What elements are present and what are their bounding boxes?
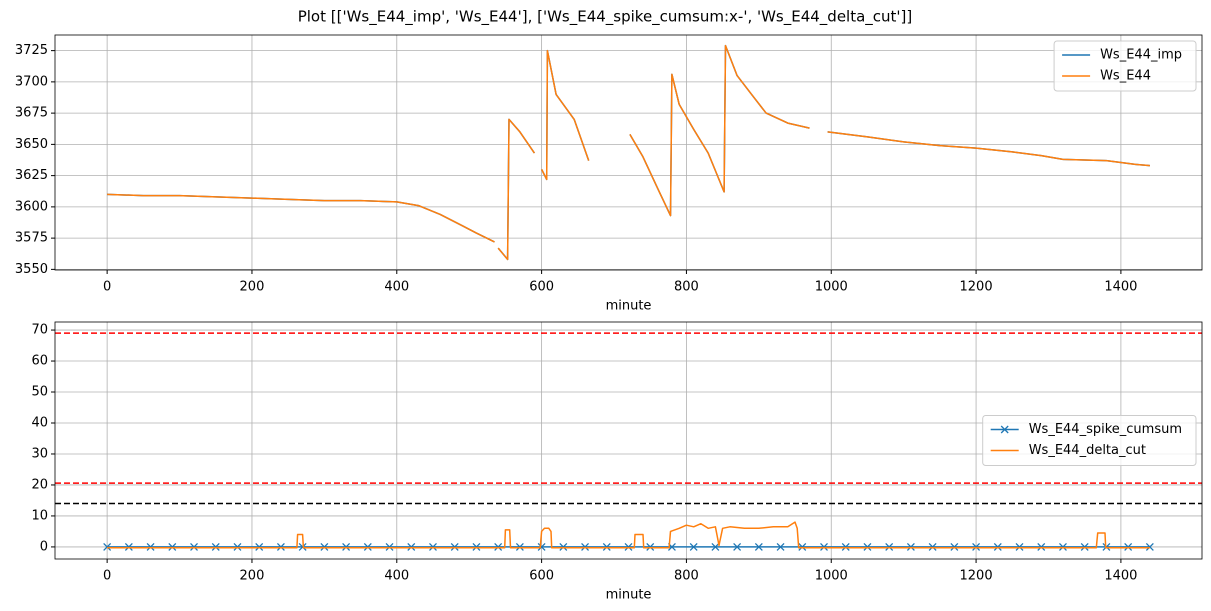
y-tick-label: 50 [31, 385, 48, 400]
point-marker [1015, 542, 1024, 551]
y-tick-label: 60 [31, 354, 48, 369]
point-marker [494, 542, 503, 551]
point-marker [190, 542, 198, 551]
y-tick-label: 0 [40, 539, 48, 554]
plot-frame [54, 34, 1203, 271]
point-marker [993, 542, 1002, 551]
x-tick-label: 600 [529, 280, 554, 295]
point-marker [429, 542, 437, 551]
x-tick-label: 600 [529, 569, 554, 584]
point-marker [168, 542, 177, 551]
y-tick-label: 40 [31, 415, 48, 430]
x-tick-label: 1400 [1104, 569, 1137, 584]
point-marker [624, 542, 633, 551]
point-marker [906, 542, 915, 551]
y-tick-label: 3600 [15, 199, 48, 214]
point-marker [537, 542, 546, 551]
y-tick-label: 3700 [15, 74, 48, 89]
point-marker [689, 542, 698, 551]
y-tick-label: 3650 [15, 137, 48, 152]
x-tick-label: 1200 [960, 280, 993, 295]
point-marker [146, 542, 155, 551]
legend-label: Ws_E44_spike_cumsum [1029, 422, 1182, 437]
point-marker [124, 542, 133, 551]
series-line [107, 44, 1150, 261]
x-tick-label: 400 [384, 569, 409, 584]
y-tick-label: 3625 [15, 168, 48, 183]
point-marker [233, 542, 242, 551]
legend-box [1053, 40, 1197, 92]
point-marker [276, 542, 285, 551]
y-tick-label: 10 [31, 508, 48, 523]
point-marker [515, 542, 524, 551]
legend-label: Ws_E44 [1100, 69, 1151, 84]
x-tick-label: 1400 [1104, 280, 1137, 295]
point-marker [450, 542, 459, 551]
y-tick-label: 3550 [15, 262, 48, 277]
point-marker [602, 542, 611, 551]
point-marker [472, 542, 481, 551]
x-tick-label: 1000 [815, 569, 848, 584]
point-marker [559, 542, 568, 551]
point-marker [1059, 542, 1067, 551]
point-marker [776, 542, 785, 551]
y-tick-label: 70 [31, 323, 48, 338]
point-marker [820, 542, 828, 551]
y-tick-label: 20 [31, 477, 48, 492]
point-marker [733, 542, 742, 551]
point-marker [342, 542, 351, 551]
point-marker [1102, 542, 1111, 551]
legend-marker [1000, 425, 1009, 434]
x-tick-label: 200 [240, 280, 265, 295]
point-marker [711, 542, 720, 551]
point-marker [928, 542, 937, 551]
y-tick-label: 3675 [15, 106, 48, 121]
legend-box [982, 415, 1197, 466]
x-tick-label: 0 [103, 280, 111, 295]
x-tick-label: 200 [240, 569, 265, 584]
point-marker [407, 542, 416, 551]
point-marker [885, 542, 894, 551]
plot-frame [54, 321, 1203, 560]
point-marker [1124, 542, 1133, 551]
point-marker [211, 542, 220, 551]
x-axis-label: minute [606, 299, 652, 314]
point-marker [581, 542, 590, 551]
y-tick-label: 3575 [15, 231, 48, 246]
point-marker [255, 542, 264, 551]
figure-title: Plot [['Ws_E44_imp', 'Ws_E44'], ['Ws_E44… [298, 8, 913, 27]
point-marker [950, 542, 959, 551]
x-tick-label: 400 [384, 280, 409, 295]
point-marker [385, 542, 394, 551]
x-tick-label: 0 [103, 569, 111, 584]
point-marker [1080, 542, 1089, 551]
y-tick-label: 30 [31, 446, 48, 461]
point-marker [103, 542, 112, 551]
legend-label: Ws_E44_delta_cut [1029, 443, 1146, 458]
point-marker [320, 542, 329, 551]
x-axis-label: minute [606, 588, 652, 603]
series-line [107, 521, 1150, 549]
point-marker [363, 542, 372, 551]
x-tick-label: 800 [674, 569, 699, 584]
x-tick-label: 1000 [815, 280, 848, 295]
point-marker [754, 542, 763, 551]
y-tick-label: 3725 [15, 43, 48, 58]
point-marker [863, 542, 872, 551]
point-marker [798, 542, 807, 551]
point-marker [1145, 542, 1154, 551]
x-tick-label: 1200 [960, 569, 993, 584]
point-marker [972, 542, 981, 551]
legend-label: Ws_E44_imp [1100, 48, 1182, 63]
x-tick-label: 800 [674, 280, 699, 295]
point-marker [1037, 542, 1046, 551]
point-marker [646, 542, 655, 551]
point-marker [841, 542, 850, 551]
